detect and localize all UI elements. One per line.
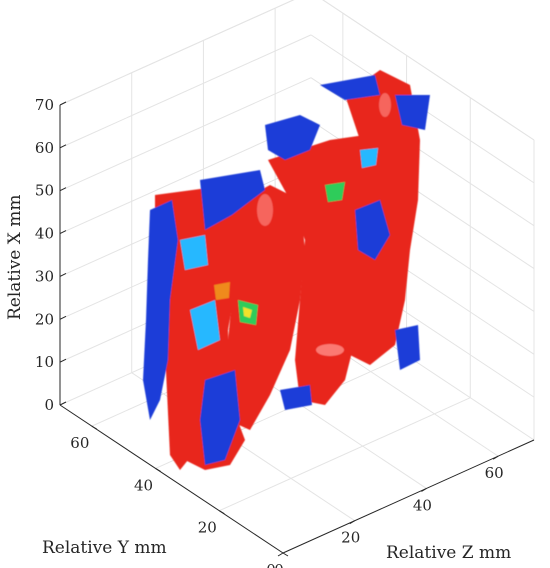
z-tick xyxy=(421,487,427,492)
orange-surface-1 xyxy=(214,282,230,300)
z-axis-line xyxy=(282,439,535,554)
grid-line-y-floor xyxy=(219,397,471,512)
y-axis-line xyxy=(59,404,284,554)
blue-surface-9 xyxy=(280,385,312,410)
blue-surface-7 xyxy=(355,200,390,260)
red-surface-5 xyxy=(165,345,195,470)
surface-highlight-2 xyxy=(257,194,273,226)
y-tick xyxy=(155,467,161,472)
y-axis-label: Relative Y mm xyxy=(42,538,167,558)
red-surface-3 xyxy=(268,135,385,405)
blue-surface-8 xyxy=(395,325,420,370)
z-tick xyxy=(277,552,284,557)
cyan-surface-1 xyxy=(190,300,220,350)
x-tick-label: 60 xyxy=(35,139,54,157)
x-tick xyxy=(59,144,67,149)
x-tick-label: 30 xyxy=(35,267,54,285)
z-tick xyxy=(349,520,355,525)
x-tick-label: 50 xyxy=(35,182,54,200)
box-edge-top xyxy=(59,0,295,106)
x-tick-label: 10 xyxy=(35,353,54,371)
grid-line-x-back xyxy=(59,77,312,192)
y-tick xyxy=(282,552,289,557)
z-tick-label: 60 xyxy=(485,464,504,482)
x-tick-label: 0 xyxy=(44,396,54,414)
x-tick xyxy=(59,315,67,320)
surface-highlight-1 xyxy=(316,344,344,356)
cyan-surface-2 xyxy=(180,235,208,270)
x-tick-label: 40 xyxy=(35,225,54,243)
grid-line-x-back xyxy=(59,0,295,106)
x-tick xyxy=(59,230,67,235)
z-tick xyxy=(492,455,499,460)
surface-highlight-3 xyxy=(379,93,391,117)
blue-surface-1 xyxy=(143,200,178,420)
x-tick xyxy=(59,101,67,106)
y-tick-label: 20 xyxy=(198,519,217,537)
cyan-surface-3 xyxy=(360,148,378,168)
x-tick xyxy=(59,272,67,277)
blue-surface-2 xyxy=(200,170,265,230)
tick-labels: 0 20 40 60 0 20 40 60 0 10 20 30 40 50 60 70 xyxy=(35,96,504,568)
z-tick-label: 0 xyxy=(274,561,284,568)
z-tick-label: 20 xyxy=(341,529,360,547)
box-edge-top xyxy=(322,0,535,141)
y-tick-label: 60 xyxy=(70,434,89,452)
y-tick-label: 40 xyxy=(134,476,153,494)
x-tick-label: 20 xyxy=(35,310,54,328)
x-tick xyxy=(59,187,67,192)
axes xyxy=(59,101,535,557)
y-tick-label: 0 xyxy=(266,561,276,568)
z-tick-label: 40 xyxy=(413,496,432,514)
blue-surface-4 xyxy=(320,75,380,100)
blue-surface-6 xyxy=(200,370,240,465)
grid-line-x-back xyxy=(59,34,312,149)
green-surface-2 xyxy=(325,182,345,202)
red-surface-2 xyxy=(225,185,305,430)
z-axis-label: Relative X mm xyxy=(5,194,25,320)
x-tick xyxy=(59,401,67,406)
isosurface-volume xyxy=(143,70,430,470)
y-tick xyxy=(91,425,98,430)
y-tick xyxy=(219,510,225,515)
x-tick-label: 70 xyxy=(35,96,54,114)
x-axis-label: Relative Z mm xyxy=(386,543,511,563)
blue-surface-5 xyxy=(395,95,430,130)
yellow-surface-1 xyxy=(243,307,252,318)
blue-surface-3 xyxy=(265,115,320,160)
x-tick xyxy=(59,358,67,363)
